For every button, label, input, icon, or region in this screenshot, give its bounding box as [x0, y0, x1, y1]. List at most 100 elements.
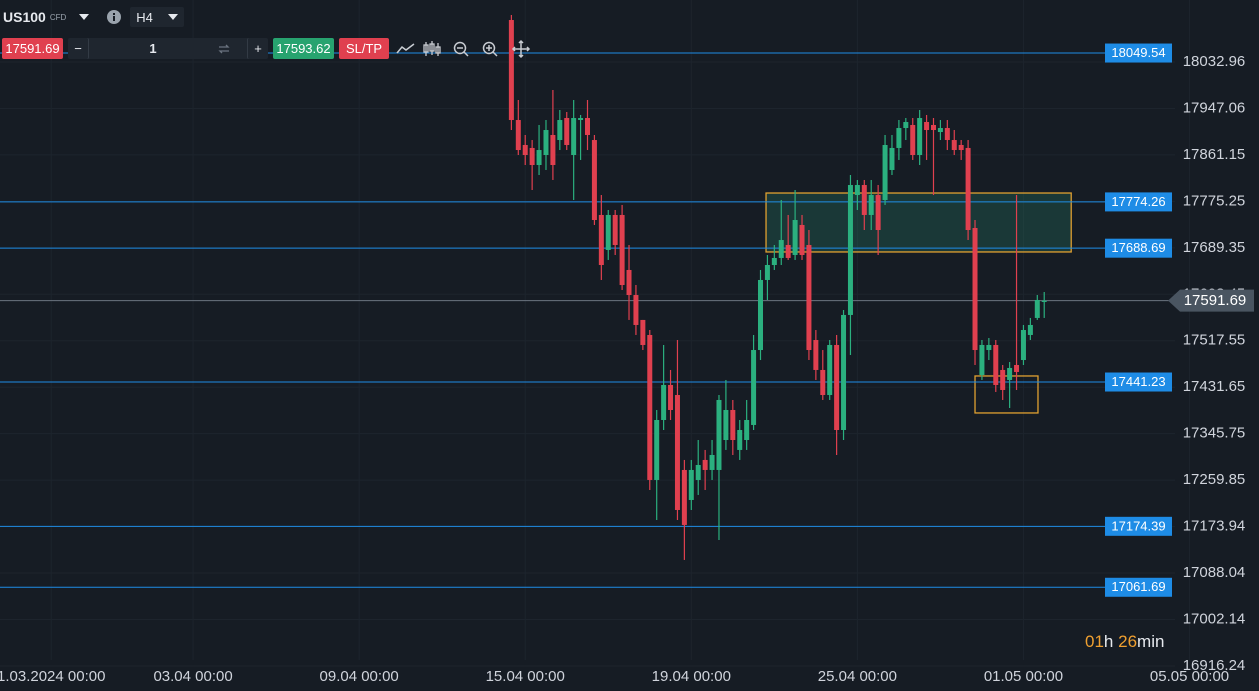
info-icon[interactable]	[106, 9, 122, 25]
swap-icon[interactable]	[217, 43, 231, 55]
line-icon[interactable]	[396, 42, 415, 53]
candle-body	[965, 147, 971, 231]
candle-body	[910, 124, 916, 155]
y-tick-label: 17002.14	[1183, 610, 1246, 627]
level-label-bg	[1105, 192, 1172, 212]
move-icon[interactable]	[511, 39, 531, 58]
symbol[interactable]: US100	[3, 9, 46, 25]
candle-body	[861, 185, 867, 215]
minus-button[interactable]: −	[68, 38, 89, 59]
candle-body	[744, 419, 750, 441]
candle-body	[1007, 367, 1013, 380]
timer-hours-unit: h	[1103, 632, 1114, 651]
symbol-dropdown[interactable]	[78, 12, 90, 22]
candle-body	[730, 409, 736, 441]
candle-body	[564, 118, 570, 145]
trade-bar: 17591.69 − 1 + 17593.62 SL/TP	[2, 38, 544, 59]
candle-body	[723, 409, 729, 441]
quantity[interactable]: 1	[149, 41, 157, 56]
timeframe-select[interactable]: H4	[130, 7, 185, 27]
candle-body	[536, 150, 542, 166]
buy-button[interactable]: 17593.62	[273, 38, 334, 59]
symbol-bar: US100 CFD H4	[3, 7, 185, 27]
candle-body	[1014, 364, 1020, 372]
last-price-label: 17591.69	[1184, 292, 1247, 309]
y-tick-label: 17431.65	[1183, 378, 1246, 395]
candle-body	[778, 240, 784, 258]
y-tick-label: 17088.04	[1183, 564, 1246, 581]
candle-body	[598, 214, 604, 265]
candle-body	[557, 120, 563, 141]
candle-body	[647, 334, 653, 480]
sell-button[interactable]: 17591.69	[2, 38, 63, 59]
candle-body	[709, 454, 715, 470]
candle-body	[958, 144, 964, 151]
candle-body	[654, 419, 660, 480]
candle-body	[674, 395, 680, 510]
candle-body	[640, 319, 646, 345]
candle-body	[626, 269, 632, 296]
level-label: 18049.54	[1111, 45, 1165, 60]
y-tick-label: 17947.06	[1183, 99, 1246, 116]
candle-body	[529, 147, 535, 166]
sl-tp-button[interactable]: SL/TP	[339, 38, 389, 59]
zoom-in-icon[interactable]	[482, 41, 498, 57]
candle-body	[979, 344, 985, 376]
timeframe: H4	[136, 9, 153, 25]
timer-minutes: 26	[1118, 632, 1138, 651]
x-tick-label: 1.03.2024 00:00	[0, 668, 105, 685]
candle-icon[interactable]	[423, 40, 441, 56]
candle-body	[930, 124, 936, 131]
quantity-control: − 1 +	[68, 38, 268, 59]
symbol-type: CFD	[49, 12, 67, 22]
candle-body	[972, 228, 978, 351]
level-label: 17174.39	[1111, 518, 1165, 533]
zoom-out-icon[interactable]	[453, 41, 469, 57]
zone	[765, 192, 1072, 253]
x-tick-label: 15.04 00:00	[486, 668, 565, 685]
level-label: 17774.26	[1111, 194, 1165, 209]
y-tick-label: 17775.25	[1183, 192, 1246, 209]
candle-timer: 01h 26min	[1085, 632, 1164, 652]
candle-body	[751, 350, 757, 425]
level-label: 17061.69	[1111, 579, 1165, 594]
y-tick-label: 17861.15	[1183, 146, 1246, 163]
candle-body	[737, 430, 743, 450]
y-tick-label: 16916.24	[1183, 657, 1246, 674]
candle-body	[986, 344, 992, 351]
y-tick-label: 17517.55	[1183, 332, 1246, 349]
candle-body	[993, 344, 999, 386]
candle-body	[1000, 369, 1006, 390]
candle-body	[1034, 299, 1040, 318]
candle-body	[820, 369, 826, 396]
candle-body	[571, 118, 577, 155]
candle-body	[944, 128, 950, 141]
last-price-label-bg	[1168, 289, 1254, 312]
candle-body	[896, 128, 902, 148]
candle-body	[585, 118, 590, 135]
candle-body	[522, 144, 528, 155]
timer-minutes-unit: min	[1137, 632, 1165, 651]
level-label: 17688.69	[1111, 240, 1165, 255]
candle-body	[868, 195, 874, 215]
candle-body	[827, 344, 833, 396]
candle-body	[806, 244, 812, 351]
timer-hours: 01	[1085, 632, 1104, 651]
candle-body	[847, 185, 853, 315]
level-label-bg	[1105, 516, 1172, 536]
candle-body	[578, 118, 584, 121]
candle-body	[889, 147, 895, 170]
candle-body	[550, 134, 556, 166]
x-tick-label: 19.04 00:00	[652, 668, 731, 685]
candle-body	[661, 385, 667, 420]
candle-body	[681, 469, 687, 525]
candle-body	[854, 185, 860, 196]
candle-body	[841, 314, 847, 431]
candle-body	[764, 264, 770, 280]
plus-button[interactable]: +	[247, 38, 268, 59]
candle-body	[1041, 300, 1047, 302]
candle-body	[508, 20, 514, 121]
candle-body	[924, 122, 930, 131]
